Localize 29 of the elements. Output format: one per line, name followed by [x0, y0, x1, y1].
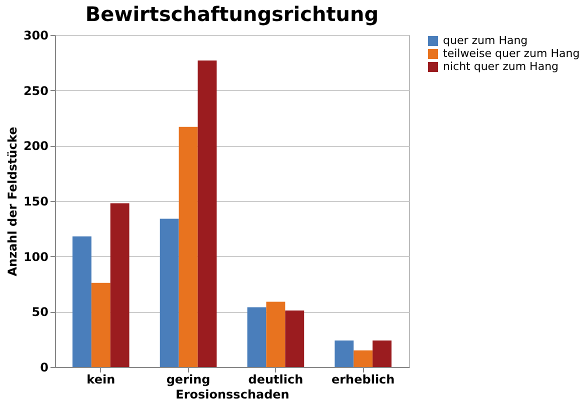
bar — [110, 203, 130, 367]
x-tick-label: gering — [166, 372, 210, 386]
x-axis-title: Erosionsschaden — [176, 388, 290, 402]
bar — [266, 302, 286, 367]
y-axis-title: Anzahl der Feldstücke — [5, 126, 20, 276]
bar — [178, 126, 198, 367]
y-tick-label: 300 — [23, 28, 48, 42]
y-tick-label: 50 — [32, 305, 48, 320]
x-tick-label: kein — [86, 372, 116, 386]
bar — [72, 236, 92, 367]
bar — [372, 340, 392, 367]
x-tick-label: erheblich — [332, 372, 395, 386]
chart-title: Bewirtschaftungsrichtung — [85, 2, 379, 26]
y-tick-label: 150 — [23, 194, 48, 208]
bar — [160, 218, 179, 367]
bar — [198, 60, 217, 367]
y-tick-label: 100 — [23, 250, 48, 264]
x-tick-label: deutlich — [248, 372, 304, 386]
bar — [334, 340, 354, 367]
y-tick-label: 250 — [23, 84, 48, 98]
legend-label: quer zum Hang — [443, 34, 528, 47]
legend-label: teilweise quer zum Hang — [443, 47, 580, 60]
bar — [91, 282, 110, 367]
y-tick-label: 0 — [40, 360, 48, 374]
bar — [285, 310, 304, 367]
bar — [354, 350, 373, 367]
y-tick-label: 200 — [23, 139, 48, 154]
legend-label: nicht quer zum Hang — [443, 60, 559, 73]
bar — [247, 307, 266, 367]
